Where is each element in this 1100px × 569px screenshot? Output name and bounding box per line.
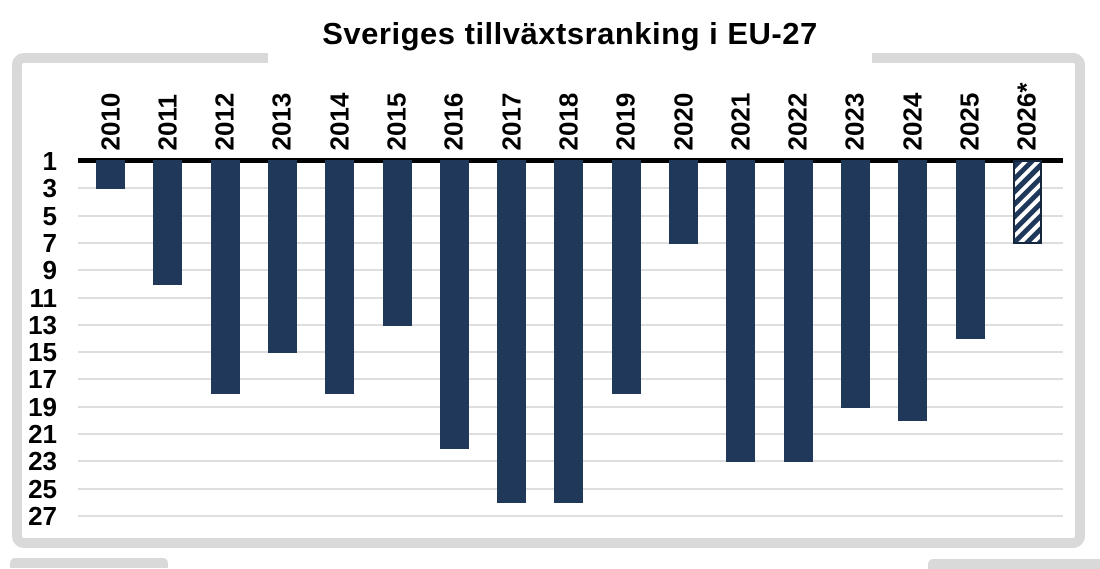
x-year-label-2013: 2013 [266, 92, 297, 151]
x-year-label-2012: 2012 [209, 92, 240, 151]
bar [382, 160, 412, 326]
y-tick-label-11: 11 [29, 282, 58, 313]
x-year-label-2015: 2015 [381, 92, 412, 151]
bar [439, 160, 469, 449]
cropped-element-bottom-right [928, 559, 1100, 569]
y-tick-label-15: 15 [28, 337, 57, 368]
y-tick-label-5: 5 [42, 200, 57, 231]
x-year-label-2022: 2022 [782, 92, 813, 151]
x-year-label-2019: 2019 [610, 92, 641, 151]
bar [210, 160, 240, 395]
bar [554, 160, 584, 504]
bar [497, 160, 527, 504]
gridline-rank-27 [78, 514, 1063, 517]
x-year-label-2021: 2021 [725, 92, 756, 151]
x-year-label-2010: 2010 [95, 92, 125, 151]
x-year-label-2014: 2014 [324, 92, 355, 151]
bar [898, 160, 928, 422]
bar [726, 160, 756, 463]
bar [325, 160, 355, 395]
bar [669, 160, 698, 244]
y-tick-label-3: 3 [42, 173, 57, 204]
y-tick-label-13: 13 [28, 309, 57, 340]
y-tick-label-9: 9 [42, 255, 57, 286]
x-year-label-2023: 2023 [839, 92, 870, 151]
y-tick-label-17: 17 [28, 364, 57, 395]
x-year-label-2025: 2025 [954, 92, 985, 151]
bar [783, 160, 813, 463]
x-year-label-2011: 2011 [152, 94, 183, 151]
y-tick-label-27: 27 [28, 500, 57, 531]
bar [267, 160, 297, 354]
bar-forecast-hatched [1012, 160, 1042, 244]
x-year-label-2016: 2016 [438, 92, 469, 151]
x-year-label-2026: 2026* [1011, 82, 1042, 151]
y-tick-label-25: 25 [28, 473, 57, 504]
chart-title: Sveriges tillväxtsranking i EU-27 [322, 16, 818, 51]
y-tick-label-1: 1 [42, 146, 57, 176]
bar [955, 160, 985, 340]
bar [611, 160, 641, 395]
y-tick-label-23: 23 [28, 446, 57, 477]
bar [840, 160, 870, 408]
y-tick-label-7: 7 [42, 227, 57, 258]
x-year-label-2024: 2024 [897, 92, 928, 151]
bar [153, 160, 183, 285]
y-tick-label-21: 21 [28, 419, 57, 449]
x-year-label-2018: 2018 [553, 92, 584, 151]
cropped-element-bottom-left [10, 558, 168, 568]
x-year-label-2020: 2020 [668, 92, 698, 151]
chart-title-block: Sveriges tillväxtsranking i EU-27 [268, 6, 872, 64]
y-tick-label-19: 19 [28, 391, 57, 422]
x-year-label-2017: 2017 [496, 92, 527, 151]
bar [96, 160, 125, 190]
